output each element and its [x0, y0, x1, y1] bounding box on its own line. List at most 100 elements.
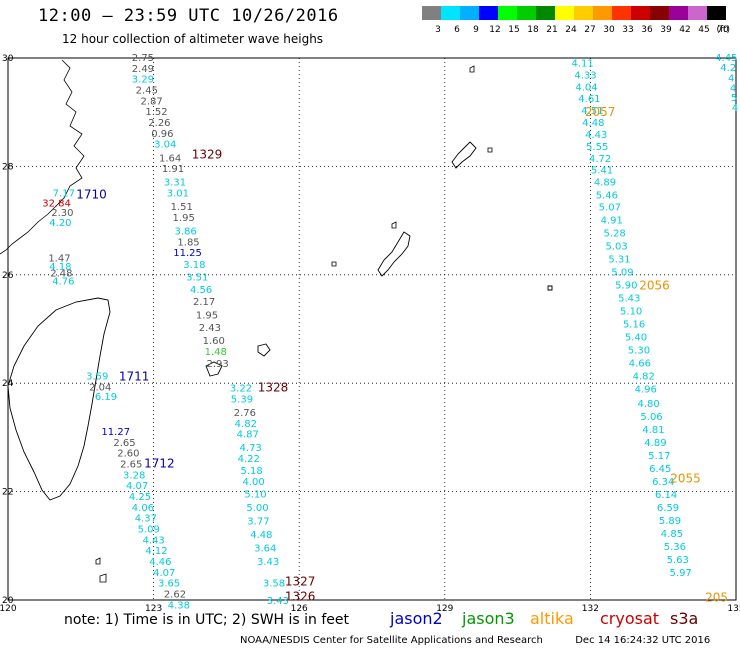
- wave-height-value: 1.47: [48, 254, 70, 265]
- wave-height-value: 4.85: [661, 529, 683, 540]
- wave-height-value: 6.34: [652, 477, 674, 488]
- wave-height-value: 2.30: [51, 208, 73, 219]
- wave-height-value: 3.18: [183, 260, 205, 271]
- credit-agency: NOAA/NESDIS Center for Satellite Applica…: [240, 635, 543, 646]
- pass-time-label: 1712: [144, 456, 175, 470]
- wave-height-value: 2.43: [199, 323, 221, 334]
- wave-height-value: 4.18: [49, 262, 71, 273]
- footnote: note: 1) Time is in UTC; 2) SWH is in fe…: [64, 612, 350, 628]
- wave-height-value: 2.76: [234, 408, 256, 419]
- wave-height-value: 5.17: [648, 451, 670, 462]
- wave-height-value: 3.51: [186, 273, 208, 284]
- colorbar-tick-label: 12: [489, 25, 500, 35]
- wave-height-value: 4.37: [135, 514, 157, 525]
- wave-height-value: 2.26: [148, 118, 170, 129]
- colorbar-swatch: [650, 6, 669, 20]
- wave-height-value: 2.87: [141, 96, 163, 107]
- wave-height-value: 4: [728, 74, 734, 85]
- wave-height-value: 4.43: [142, 535, 164, 546]
- satellite-jason3: jason3: [462, 609, 515, 628]
- wave-height-value: 0.96: [151, 129, 173, 140]
- wave-height-value: 4.07: [153, 568, 175, 579]
- wave-height-value: 4.51: [581, 106, 603, 117]
- pass-time-label: 1329: [192, 147, 223, 161]
- colorbar-tick-label: 18: [527, 25, 539, 35]
- wave-height-value: 3.28: [123, 470, 145, 481]
- wave-height-value: 3.31: [164, 178, 186, 189]
- colorbar-tick-label: 21: [546, 25, 557, 35]
- wave-height-value: 5.39: [231, 394, 253, 405]
- wave-height-value: 4.87: [237, 430, 259, 441]
- pass-time-label: 2056: [639, 279, 670, 293]
- wave-height-value: 2.45: [136, 86, 158, 97]
- wave-height-value: 4.61: [578, 94, 600, 105]
- taiwan-island: [7, 297, 111, 501]
- wave-height-value: 11.27: [101, 427, 130, 438]
- colorbar-tick-label: 70: [717, 25, 729, 35]
- wave-height-value: 2.75: [132, 53, 154, 64]
- colorbar-swatch: [498, 6, 517, 20]
- wave-height-value: 6.19: [95, 392, 117, 403]
- small-islands: [95, 65, 493, 583]
- altimeter-tracks: 1.474.182.484.767.1732.842.304.202.752.4…: [42, 53, 738, 611]
- wave-height-value: 5.36: [664, 542, 686, 553]
- wave-height-value: 4.25: [129, 492, 151, 503]
- wave-height-value: 4.00: [242, 477, 264, 488]
- colorbar-tick-label: 42: [679, 25, 690, 35]
- wave-height-value: 5.09: [611, 268, 633, 279]
- wave-height-value: 5: [731, 93, 737, 104]
- wave-height-value: 4.82: [235, 419, 257, 430]
- wave-height-value: 32.84: [42, 198, 71, 209]
- colorbar-swatch: [631, 6, 650, 20]
- coastline: [0, 59, 553, 583]
- colorbar-swatch: [536, 6, 555, 20]
- wave-height-value: 4.22: [238, 454, 260, 465]
- wave-height-value: 5.09: [138, 525, 160, 536]
- wave-height-value: 2.65: [120, 460, 142, 471]
- wave-height-value: 1.48: [205, 347, 227, 358]
- colorbar-tick-label: 39: [660, 25, 672, 35]
- pass-time-label: 2057: [585, 105, 616, 119]
- colorbar-swatch: [688, 6, 707, 20]
- credit-timestamp: Dec 14 16:24:32 UTC 2016: [575, 635, 711, 646]
- wave-height-value: 4.80: [638, 399, 660, 410]
- wave-height-value: 4.46: [149, 557, 171, 568]
- pass-time-labels: 1710132917111328171213271326205720562055…: [76, 105, 728, 604]
- wave-height-value: 4.66: [629, 359, 651, 370]
- wave-height-value: 1.95: [196, 310, 218, 321]
- satellite-cryosat: cryosat: [600, 609, 660, 628]
- wave-height-value: 5.28: [604, 229, 626, 240]
- colorbar-swatch: [707, 6, 726, 20]
- wave-height-value: 2.60: [117, 449, 139, 460]
- wave-height-value: 2.48: [50, 269, 72, 280]
- wave-height-value: 4.56: [190, 285, 212, 296]
- colorbar-unit: (ft): [716, 25, 730, 35]
- wave-height-value: 4.06: [132, 503, 154, 514]
- colorbar-swatch: [669, 6, 688, 20]
- colorbar-swatch: [441, 6, 460, 20]
- pass-time-label: 1711: [119, 370, 150, 384]
- wave-height-value: 3.22: [230, 384, 252, 395]
- wave-height-value: 2.04: [89, 383, 111, 394]
- miyako-island: [257, 343, 271, 357]
- wave-height-value: 1.64: [159, 153, 181, 164]
- colorbar-tick-label: 33: [622, 25, 633, 35]
- lon-tick-label: 120: [0, 604, 17, 612]
- lat-tick-label: 24: [2, 379, 14, 389]
- wave-height-value: 3.43: [257, 557, 279, 568]
- wave-height-value: 6.45: [649, 464, 671, 475]
- wave-height-value: 2.62: [164, 590, 186, 601]
- wave-height-value: 3.64: [254, 544, 276, 555]
- wave-height-value: 4.48: [582, 118, 604, 129]
- wave-height-value: 4.82: [633, 372, 655, 383]
- satellite-altika: altika: [530, 609, 574, 628]
- wave-height-value: 5.06: [640, 412, 662, 423]
- wave-height-value: 3.86: [174, 226, 196, 237]
- wave-height-value: 5.40: [625, 333, 647, 344]
- axis-tick-labels: 120 123 126 129 132 135 30 28 26 24 22 20: [0, 54, 740, 612]
- wave-height-value: 5.46: [596, 191, 618, 202]
- wave-height-value: 4.89: [594, 178, 616, 189]
- wave-height-value: 3.04: [154, 140, 176, 151]
- wave-height-value: 1.95: [173, 213, 195, 224]
- colorbar-tick-label: 30: [603, 25, 615, 35]
